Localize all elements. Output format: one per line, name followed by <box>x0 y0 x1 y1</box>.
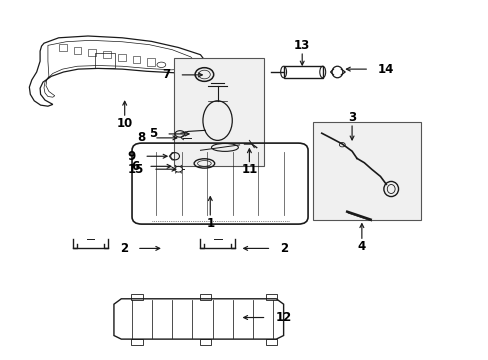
Text: 9: 9 <box>127 150 135 163</box>
Bar <box>131 294 142 300</box>
Bar <box>312 122 420 220</box>
Bar <box>118 54 125 61</box>
Text: 7: 7 <box>162 68 170 81</box>
Bar <box>103 51 111 58</box>
Bar <box>265 294 277 300</box>
Text: 14: 14 <box>377 63 393 76</box>
Bar <box>283 66 322 78</box>
Text: 10: 10 <box>116 117 133 130</box>
Text: 8: 8 <box>137 131 145 144</box>
Bar <box>265 339 277 345</box>
Text: 6: 6 <box>131 160 139 173</box>
Text: 2: 2 <box>120 242 128 255</box>
Bar <box>199 339 211 345</box>
Bar <box>88 49 96 56</box>
Text: 12: 12 <box>275 311 291 324</box>
Bar <box>132 56 140 63</box>
Text: 3: 3 <box>347 111 355 124</box>
Bar <box>73 46 81 54</box>
Bar <box>199 294 211 300</box>
Text: 1: 1 <box>206 217 214 230</box>
Bar <box>147 58 155 66</box>
Text: 15: 15 <box>128 163 144 176</box>
Text: 5: 5 <box>149 127 157 140</box>
Text: 2: 2 <box>280 242 288 255</box>
Text: 13: 13 <box>293 39 310 52</box>
Text: 11: 11 <box>241 163 257 176</box>
Bar <box>131 339 142 345</box>
Bar <box>95 53 115 68</box>
Text: 4: 4 <box>357 240 365 253</box>
Bar <box>173 58 264 166</box>
Bar <box>59 44 66 51</box>
